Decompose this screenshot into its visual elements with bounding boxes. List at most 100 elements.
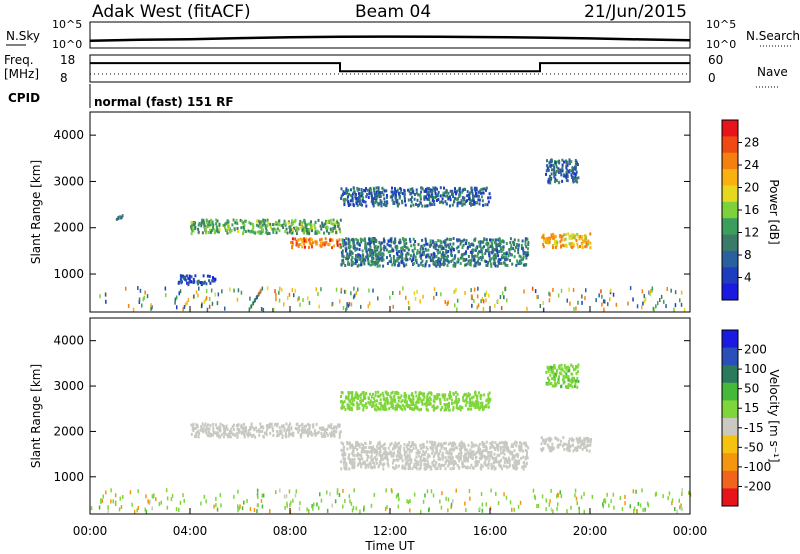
heatmap-cell — [212, 276, 214, 280]
heatmap-cell — [197, 435, 200, 439]
heatmap-cell — [450, 442, 453, 446]
heatmap-cell — [446, 264, 449, 267]
heatmap-cell — [475, 463, 478, 467]
heatmap-cell — [420, 455, 422, 459]
heatmap-cell — [574, 493, 576, 498]
heatmap-cell — [186, 281, 189, 285]
heatmap-cell — [550, 163, 553, 167]
heatmap-cell — [382, 188, 385, 192]
heatmap-cell — [227, 224, 230, 228]
heatmap-cell — [353, 293, 356, 298]
heatmap-cell — [465, 455, 468, 459]
heatmap-cell — [187, 298, 190, 302]
heatmap-cell — [503, 492, 505, 497]
heatmap-cell — [377, 186, 380, 190]
heatmap-cell — [138, 297, 141, 302]
heatmap-cell — [511, 507, 513, 512]
heatmap-cell — [419, 444, 422, 447]
heatmap-cell — [244, 219, 247, 223]
heatmap-cell — [514, 245, 517, 249]
heatmap-cell — [385, 196, 388, 199]
heatmap-cell — [462, 463, 464, 467]
heatmap-cell — [390, 240, 393, 244]
heatmap-cell — [526, 237, 529, 241]
heatmap-cell — [476, 254, 479, 258]
heatmap-cell — [390, 454, 393, 458]
heatmap-cell — [448, 245, 451, 249]
heatmap-cell — [382, 258, 385, 262]
heatmap-cell — [236, 297, 239, 302]
heatmap-cell — [407, 248, 410, 252]
heatmap-cell — [302, 430, 305, 434]
heatmap-cell — [470, 258, 473, 262]
heatmap-cell — [396, 444, 398, 448]
heatmap-cell — [320, 498, 323, 503]
heatmap-cell — [525, 450, 528, 454]
heatmap-cell — [347, 240, 350, 244]
heatmap-cell — [642, 301, 644, 306]
heatmap-cell — [566, 298, 568, 303]
heatmap-cell — [404, 458, 407, 462]
heatmap-cell — [435, 243, 438, 247]
heatmap-cell — [414, 390, 417, 394]
heatmap-cell — [548, 502, 551, 507]
heatmap-cell — [356, 203, 359, 207]
heatmap-cell — [432, 186, 435, 190]
heatmap-cell — [560, 384, 563, 388]
heatmap-cell — [218, 228, 221, 232]
heatmap-cell — [354, 248, 357, 252]
heatmap-cell — [563, 174, 566, 178]
heatmap-cell — [317, 430, 320, 434]
heatmap-cell — [441, 491, 443, 496]
heatmap-cell — [243, 422, 246, 426]
heatmap-cell — [361, 203, 363, 207]
heatmap-cell — [420, 186, 423, 190]
heatmap-cell — [316, 231, 318, 235]
heatmap-cell — [477, 403, 480, 407]
heatmap-cell — [419, 195, 422, 199]
heatmap-cell — [269, 509, 271, 514]
heatmap-cell — [269, 225, 272, 229]
heatmap-cell — [557, 293, 560, 298]
heatmap-cell — [376, 190, 378, 194]
heatmap-cell — [502, 441, 505, 445]
heatmap-cell — [462, 398, 465, 402]
heatmap-cell — [441, 393, 444, 397]
heatmap-cell — [345, 462, 348, 466]
heatmap-cell — [468, 455, 471, 459]
heatmap-cell — [463, 257, 466, 261]
heatmap-cell — [567, 232, 570, 236]
colorbar-tick-label: 20 — [744, 181, 759, 195]
heatmap-cell — [283, 219, 286, 223]
heatmap-cell — [396, 253, 399, 257]
heatmap-cell — [427, 453, 430, 457]
heatmap-cell — [356, 401, 358, 405]
heatmap-cell — [575, 437, 578, 441]
heatmap-cell — [391, 194, 394, 198]
heatmap-cell — [239, 218, 242, 222]
heatmap-cell — [132, 307, 135, 312]
heatmap-cell — [472, 450, 475, 454]
heatmap-cell — [481, 502, 484, 507]
heatmap-cell — [374, 197, 377, 201]
heatmap-cell — [468, 401, 471, 404]
heatmap-cell — [423, 395, 426, 399]
heatmap-cell — [416, 198, 419, 202]
heatmap-cell — [440, 254, 443, 258]
heatmap-cell — [431, 257, 434, 261]
heatmap-cell — [542, 245, 545, 249]
heatmap-cell — [636, 509, 638, 514]
heatmap-cell — [466, 199, 469, 203]
heatmap-cell — [443, 442, 446, 445]
heatmap-cell — [215, 426, 218, 430]
heatmap-cell — [518, 444, 521, 448]
heatmap-cell — [364, 450, 367, 454]
heatmap-cell — [217, 292, 220, 297]
heatmap-cell — [431, 405, 434, 409]
heatmap-cell — [369, 446, 372, 449]
heatmap-cell — [256, 294, 258, 299]
heatmap-cell — [457, 407, 460, 411]
heatmap-cell — [464, 263, 466, 267]
heatmap-cell — [287, 424, 290, 428]
